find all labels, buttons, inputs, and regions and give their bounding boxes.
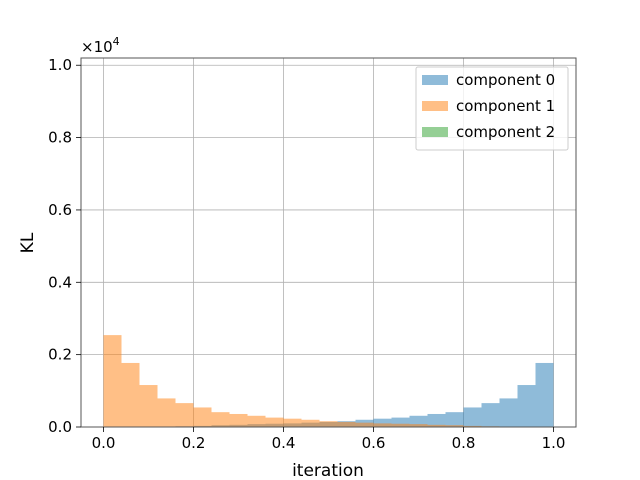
y-tick-label: 0.6 — [48, 201, 72, 219]
bar-series-1 — [337, 421, 356, 427]
bar-series-1 — [283, 418, 302, 427]
y-tick-label: 0.8 — [48, 129, 72, 147]
legend-label: component 0 — [456, 71, 555, 89]
x-tick-label: 1.0 — [542, 434, 566, 452]
x-tick-label: 0.2 — [182, 434, 206, 452]
bars — [103, 335, 554, 427]
bar-series-0 — [535, 362, 554, 427]
legend-label: component 2 — [456, 123, 555, 141]
y-axis-multiplier-base: ×10 — [81, 38, 113, 56]
bar-series-1 — [391, 423, 410, 427]
plot-frame — [80, 57, 577, 428]
bar-series-1 — [355, 422, 374, 427]
bar-series-1 — [265, 417, 284, 427]
bar-series-1 — [193, 407, 212, 427]
bar-series-1 — [445, 425, 464, 427]
bar-series-1 — [229, 413, 248, 427]
y-axis-multiplier: ×104 — [81, 35, 120, 56]
bar-series-1 — [121, 362, 140, 427]
x-tick-label: 0.0 — [92, 434, 116, 452]
bar-series-1 — [301, 419, 320, 427]
legend-swatch — [422, 127, 448, 137]
legend-swatch — [422, 101, 448, 111]
bar-series-0 — [517, 385, 536, 427]
bar-series-1 — [139, 385, 158, 427]
ticks: 0.0 0.2 0.4 0.6 0.8 1.0 0.0 0.2 0.4 0.6 0.8 1.0 — [48, 56, 565, 452]
y-tick-label: 1.0 — [48, 56, 72, 74]
bar-series-1 — [319, 421, 338, 427]
bar-series-1 — [427, 424, 446, 427]
legend: component 0 component 1 component 2 — [415, 66, 569, 151]
bar-series-1 — [409, 424, 428, 427]
bar-series-1 — [175, 403, 194, 427]
y-axis-label: KL — [18, 232, 38, 253]
bar-series-0 — [409, 415, 428, 427]
y-tick-label: 0.2 — [48, 346, 72, 364]
legend-label: component 1 — [456, 97, 555, 115]
x-axis-label: iteration — [292, 461, 364, 480]
legend-swatch — [422, 75, 448, 85]
bar-series-0 — [481, 403, 500, 427]
bar-series-0 — [373, 418, 392, 427]
y-axis-multiplier-exponent: 4 — [113, 35, 120, 48]
bar-series-1 — [463, 425, 482, 427]
bar-series-0 — [463, 407, 482, 427]
bar-series-1 — [103, 335, 122, 427]
bar-series-0 — [427, 413, 446, 427]
legend-box — [415, 66, 569, 151]
x-tick-label: 0.4 — [272, 434, 296, 452]
x-tick-label: 0.8 — [452, 434, 476, 452]
bar-series-0 — [499, 398, 518, 427]
bar-series-1 — [373, 423, 392, 427]
bar-series-1 — [247, 415, 266, 427]
x-tick-label: 0.6 — [362, 434, 386, 452]
bar-series-0 — [445, 412, 464, 427]
bar-series-1 — [157, 398, 176, 427]
y-tick-label: 0.0 — [48, 418, 72, 436]
bar-series-1 — [211, 412, 230, 427]
bar-series-0 — [391, 417, 410, 427]
y-tick-label: 0.4 — [48, 273, 72, 291]
